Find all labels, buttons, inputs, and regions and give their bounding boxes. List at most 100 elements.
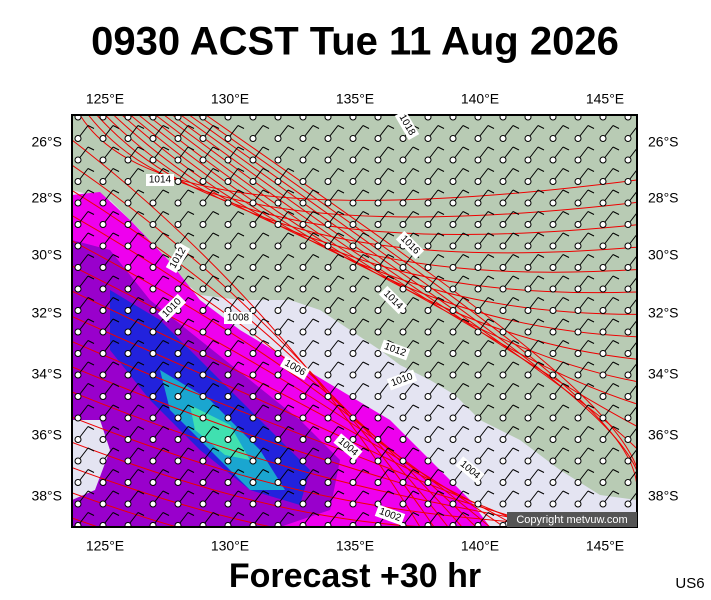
barb-station bbox=[99, 178, 107, 185]
barb-station bbox=[624, 264, 632, 271]
wind-barb bbox=[74, 146, 95, 164]
barb-flag bbox=[437, 125, 445, 129]
wind-barb bbox=[499, 340, 520, 357]
barb-flag bbox=[537, 168, 545, 172]
wind-barb bbox=[224, 383, 245, 400]
wind-barb bbox=[499, 275, 520, 293]
wind-barb bbox=[99, 447, 120, 465]
barb-station bbox=[549, 436, 557, 443]
wind-barb bbox=[274, 125, 295, 142]
wind-barb bbox=[574, 297, 595, 314]
barb-flag bbox=[562, 297, 570, 301]
barb-station bbox=[474, 328, 482, 336]
wind-barb bbox=[99, 275, 120, 293]
wind-barb bbox=[524, 125, 545, 142]
barb-station bbox=[474, 457, 482, 465]
barb-flag bbox=[362, 232, 370, 237]
barb-flag bbox=[387, 189, 395, 194]
wind-barb bbox=[399, 404, 420, 422]
barb-flag bbox=[87, 318, 95, 323]
wind-barb bbox=[199, 232, 220, 250]
forecast-label: Forecast +30 hr bbox=[229, 557, 481, 595]
wind-barb bbox=[374, 254, 395, 271]
barb-flag bbox=[587, 232, 595, 237]
barb-flag bbox=[462, 512, 470, 516]
barb-flag bbox=[137, 211, 145, 215]
barb-flag bbox=[187, 404, 195, 409]
barb-flag bbox=[412, 383, 420, 387]
barb-flag bbox=[212, 404, 220, 409]
wind-barb bbox=[474, 189, 495, 207]
barb-station bbox=[149, 522, 157, 527]
wind-barb bbox=[424, 490, 445, 508]
barb-station bbox=[499, 393, 507, 400]
wind-barb bbox=[549, 115, 557, 121]
barb-flag bbox=[262, 146, 270, 151]
barb-station bbox=[449, 393, 457, 400]
barb-flag bbox=[562, 125, 570, 129]
wind-barb bbox=[449, 275, 470, 293]
isobar bbox=[104, 115, 637, 254]
barb-station bbox=[549, 221, 557, 228]
barb-flag bbox=[562, 426, 570, 430]
barb-flag bbox=[537, 297, 545, 301]
barb-station bbox=[374, 307, 382, 314]
barb-station bbox=[624, 221, 632, 228]
wind-barb bbox=[224, 254, 245, 271]
wind-barb bbox=[124, 125, 145, 142]
barb-flag bbox=[87, 512, 95, 516]
wind-barb bbox=[574, 125, 595, 142]
wind-barb bbox=[124, 361, 145, 379]
wind-barb bbox=[424, 318, 445, 336]
wind-barb bbox=[549, 426, 570, 443]
wind-barb bbox=[474, 361, 495, 379]
wind-barb bbox=[149, 512, 170, 527]
wind-barb bbox=[124, 512, 145, 527]
barb-station bbox=[549, 371, 557, 379]
barb-flag bbox=[412, 469, 420, 473]
wind-barb bbox=[174, 383, 195, 400]
barb-station bbox=[124, 328, 132, 336]
barb-flag bbox=[412, 189, 420, 194]
wind-barb bbox=[99, 512, 120, 527]
wind-barb bbox=[449, 490, 470, 508]
wind-barb bbox=[74, 232, 95, 250]
wind-barb bbox=[599, 115, 607, 121]
barb-station bbox=[349, 479, 357, 486]
barb-station bbox=[574, 350, 582, 357]
wind-barb bbox=[374, 232, 395, 250]
barb-station bbox=[524, 328, 532, 336]
barb-station bbox=[349, 328, 357, 336]
wind-barb bbox=[549, 275, 570, 293]
barb-flag bbox=[262, 318, 270, 323]
barb-station bbox=[299, 307, 307, 314]
barb-flag bbox=[137, 512, 145, 516]
wind-barb bbox=[199, 404, 220, 422]
barb-station bbox=[549, 457, 557, 465]
barb-flag bbox=[337, 254, 345, 258]
wind-barb bbox=[449, 512, 470, 527]
wind-barb bbox=[99, 189, 120, 207]
barb-station bbox=[124, 135, 132, 142]
barb-flag bbox=[462, 211, 470, 215]
barb-station bbox=[274, 307, 282, 314]
barb-station bbox=[474, 307, 482, 314]
barb-station bbox=[274, 479, 282, 486]
barb-flag bbox=[262, 168, 270, 172]
barb-station bbox=[574, 178, 582, 185]
barb-station bbox=[499, 371, 507, 379]
barb-station bbox=[274, 371, 282, 379]
barb-station bbox=[374, 479, 382, 486]
barb-flag bbox=[187, 512, 195, 516]
wind-barb bbox=[374, 426, 395, 443]
wind-barb bbox=[424, 361, 445, 379]
barb-flag bbox=[162, 297, 170, 301]
barb-station bbox=[399, 436, 407, 443]
barb-station bbox=[74, 115, 82, 121]
wind-barb bbox=[174, 361, 195, 379]
wind-barb bbox=[474, 404, 495, 422]
lat-label-right: 30°S bbox=[648, 247, 679, 263]
barb-flag bbox=[362, 168, 370, 172]
barb-flag bbox=[537, 469, 545, 473]
wind-barb bbox=[549, 340, 570, 357]
